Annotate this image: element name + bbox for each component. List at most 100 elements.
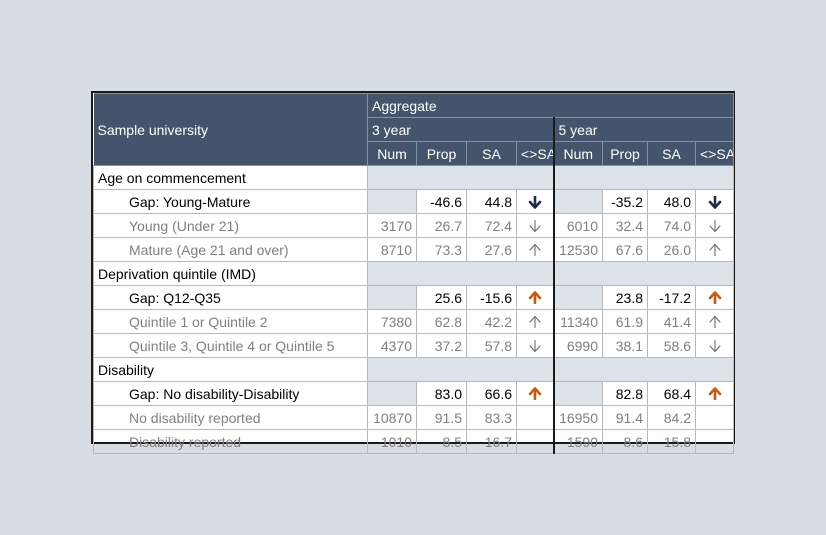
column-header: <>SA [694,141,735,166]
gap-row: Gap: Young-Mature -46.6 44.8 -35.2 48.0 [93,189,735,214]
significance-cell [516,333,554,358]
num-cell: 8710 [367,237,417,262]
prop-cell: 8.6 [602,429,648,454]
column-header: Num [367,141,417,166]
significance-cell [694,309,735,334]
section-row: Deprivation quintile (IMD) [93,261,735,286]
table-row: No disability reported 10870 91.5 83.3 16950… [93,405,735,430]
prop-cell: 38.1 [602,333,648,358]
section-row: Age on commencement [93,165,735,190]
row-label: No disability reported [93,405,368,430]
sa-cell: 27.6 [466,237,517,262]
significance-cell [516,309,554,334]
sa-cell: 74.0 [647,213,696,238]
significance-cell [516,381,554,406]
significance-cell [516,237,554,262]
significance-cell [694,429,735,454]
table-row: Quintile 1 or Quintile 2 7380 62.8 42.2 1134… [93,309,735,334]
arrow-up-icon [529,243,541,256]
prop-cell: -46.6 [416,189,467,214]
gap-label: Gap: Q12-Q35 [93,285,368,310]
row-label: Quintile 1 or Quintile 2 [93,309,368,334]
table-row: Mature (Age 21 and over) 8710 73.3 27.6 1253… [93,237,735,262]
row-label: Disability reported [93,429,368,454]
column-header: Prop [416,141,467,166]
prop-cell: 91.4 [602,405,648,430]
arrow-up-icon [708,290,721,304]
table-row: Quintile 3, Quintile 4 or Quintile 5 4370… [93,333,735,358]
sa-cell: -17.2 [647,285,696,310]
table-title: Sample university [93,93,368,166]
significance-cell [516,213,554,238]
significance-cell [694,237,735,262]
num-cell: 10870 [367,405,417,430]
sa-cell: 15.8 [647,429,696,454]
summary-table-frame: Sample university Aggregate 3 year 5 yea… [91,91,735,454]
sa-cell: 72.4 [466,213,517,238]
prop-cell: 37.2 [416,333,467,358]
arrow-down-icon [529,339,541,352]
table-body: Age on commencement Gap: Young-Mature -46.… [93,165,735,454]
empty-cell [367,261,554,286]
prop-cell: 62.8 [416,309,467,334]
significance-cell [694,381,735,406]
significance-cell [694,213,735,238]
arrow-down-icon [528,195,542,209]
column-header: SA [466,141,517,166]
prop-cell: 32.4 [602,213,648,238]
arrow-up-icon [708,386,721,400]
sa-cell: 41.4 [647,309,696,334]
table-row: Disability reported 1010 8.5 16.7 1590 8.6 15.… [93,429,735,454]
empty-num-cell [552,381,603,406]
arrow-down-icon [708,219,721,232]
sa-cell: 44.8 [466,189,517,214]
sa-cell: 84.2 [647,405,696,430]
arrow-down-icon [708,339,721,352]
empty-cell [367,357,554,382]
empty-cell [367,165,554,190]
period-header-5yr: 5 year [552,117,735,142]
significance-cell [694,333,735,358]
significance-cell [516,405,554,430]
empty-num-cell [367,285,417,310]
arrow-up-icon [528,290,542,304]
sa-cell: 58.6 [647,333,696,358]
gap-row: Gap: No disability-Disability 83.0 66.6 82.… [93,381,735,406]
sa-cell: 83.3 [466,405,517,430]
row-label: Young (Under 21) [93,213,368,238]
sa-cell: -15.6 [466,285,517,310]
empty-num-cell [367,381,417,406]
significance-cell [516,189,554,214]
num-cell: 1590 [552,429,603,454]
prop-cell: 83.0 [416,381,467,406]
significance-cell [694,285,735,310]
column-header: Num [552,141,603,166]
arrow-down-icon [708,195,721,209]
num-cell: 11340 [552,309,603,334]
empty-cell [552,357,735,382]
prop-cell: -35.2 [602,189,648,214]
prop-cell: 8.5 [416,429,467,454]
table-row: Young (Under 21) 3170 26.7 72.4 6010 32.4 74.0 [93,213,735,238]
empty-num-cell [552,285,603,310]
num-cell: 1010 [367,429,417,454]
group-header: Aggregate [366,93,735,118]
significance-cell [694,405,735,430]
sa-cell: 66.6 [466,381,517,406]
gap-label: Gap: Young-Mature [93,189,368,214]
sa-cell: 26.0 [647,237,696,262]
num-cell: 4370 [367,333,417,358]
sa-cell: 42.2 [466,309,517,334]
prop-cell: 73.3 [416,237,467,262]
summary-table: Sample university Aggregate 3 year 5 yea… [93,93,735,454]
column-header: Prop [602,141,648,166]
period-header-3yr: 3 year [367,117,554,142]
sa-cell: 16.7 [466,429,517,454]
sa-cell: 57.8 [466,333,517,358]
sa-cell: 48.0 [647,189,696,214]
arrow-down-icon [529,219,541,232]
empty-num-cell [552,189,603,214]
section-row: Disability [93,357,735,382]
num-cell: 6010 [552,213,603,238]
num-cell: 16950 [552,405,603,430]
